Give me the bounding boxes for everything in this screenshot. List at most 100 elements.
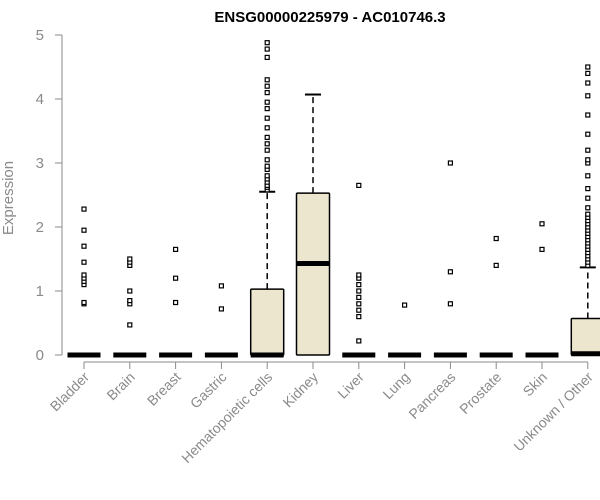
x-tick-label: Breast [144, 369, 184, 409]
outlier-point [264, 173, 270, 179]
outlier-point [356, 182, 362, 188]
outlier-point [493, 262, 499, 268]
outlier-point [81, 243, 87, 249]
outlier-point [356, 301, 362, 307]
x-tick-label: Kidney [280, 369, 322, 411]
box-iqr [249, 288, 285, 356]
outlier-point [81, 272, 87, 278]
box-prostate [479, 235, 513, 358]
outlier-point [264, 77, 270, 83]
outlier-point [539, 246, 545, 252]
box-kidney [295, 93, 331, 356]
outlier-point [264, 157, 270, 163]
box-hematopoietic-cells [249, 40, 285, 358]
outlier-point [402, 302, 408, 308]
box-bladder [67, 206, 101, 358]
x-tick-label: Prostate [456, 369, 504, 417]
outlier-point [356, 307, 362, 313]
outlier-point [127, 298, 133, 304]
outlier-point [585, 112, 591, 118]
outlier-point [539, 221, 545, 227]
outlier-point [585, 80, 591, 86]
outlier-point [447, 269, 453, 275]
outlier-point [264, 141, 270, 147]
outlier-point [585, 64, 591, 70]
outlier-point [264, 46, 270, 52]
outlier-point [585, 147, 591, 153]
outlier-point [264, 105, 270, 112]
box-pancreas [433, 160, 467, 358]
outlier-point [585, 70, 591, 77]
outlier-point [173, 299, 179, 306]
outlier-point [264, 163, 270, 169]
outlier-point [127, 322, 133, 328]
outlier-point [218, 306, 224, 312]
x-tick-label: Bladder [47, 369, 93, 415]
outlier-point [218, 283, 224, 289]
x-tick-label: Gastric [187, 369, 230, 412]
outlier-point [447, 301, 453, 307]
outlier-point [127, 256, 133, 262]
outlier-point [447, 160, 453, 166]
outlier-point [81, 227, 87, 233]
box-liver [342, 182, 376, 358]
outlier-point [264, 134, 270, 140]
outlier-point [585, 157, 591, 163]
x-tick-label: Lung [379, 369, 412, 402]
x-tick-label: Skin [520, 369, 551, 400]
outlier-point [81, 299, 87, 306]
outlier-point [264, 125, 270, 131]
y-axis-label: Expression [0, 161, 17, 235]
outlier-point [585, 195, 591, 201]
y-tick-label: 5 [36, 27, 44, 44]
outlier-point [81, 259, 87, 265]
outlier-point [264, 54, 270, 61]
chart-title: ENSG00000225979 - AC010746.3 [214, 9, 445, 26]
outlier-point [356, 282, 362, 288]
box-iqr [570, 317, 600, 356]
outlier-point [264, 147, 270, 153]
y-tick-label: 3 [36, 155, 44, 172]
outlier-point [264, 115, 270, 121]
x-tick-label: Unknown / Other [510, 369, 596, 455]
outlier-point [356, 288, 362, 294]
outlier-point [585, 173, 591, 179]
box-iqr [295, 192, 331, 356]
outlier-point [173, 275, 179, 281]
y-tick-label: 2 [36, 219, 44, 236]
outlier-point [356, 272, 362, 278]
outlier-point [264, 83, 270, 89]
outlier-point [356, 338, 362, 344]
outlier-point [585, 186, 591, 192]
outlier-point [585, 93, 591, 99]
x-tick-label: Brain [103, 369, 137, 403]
outlier-point [264, 40, 270, 46]
outlier-point [81, 206, 87, 212]
outlier-point [264, 89, 270, 96]
box-lung [388, 302, 422, 358]
outlier-point [585, 211, 591, 217]
outlier-point [356, 294, 362, 300]
outlier-point [264, 99, 270, 105]
box-brain [113, 256, 147, 358]
y-tick-label: 0 [36, 347, 44, 364]
y-ticks: 0 1 2 3 4 5 [36, 27, 62, 364]
x-tick-label: Hematopoietic cells [178, 369, 275, 466]
box-unknown-other [570, 64, 600, 357]
outlier-point [585, 131, 591, 137]
plot-area [67, 40, 600, 358]
outlier-point [493, 235, 499, 242]
box-breast [159, 246, 193, 358]
box-gastric [204, 283, 238, 358]
x-tick-label: Pancreas [405, 369, 458, 422]
y-tick-label: 4 [36, 91, 44, 108]
x-tick-label: Liver [334, 369, 367, 402]
y-tick-label: 1 [36, 283, 44, 300]
outlier-point [585, 205, 591, 211]
box-skin [525, 221, 559, 358]
outlier-point [127, 288, 133, 294]
outlier-point [356, 314, 362, 320]
outlier-point [173, 246, 179, 252]
